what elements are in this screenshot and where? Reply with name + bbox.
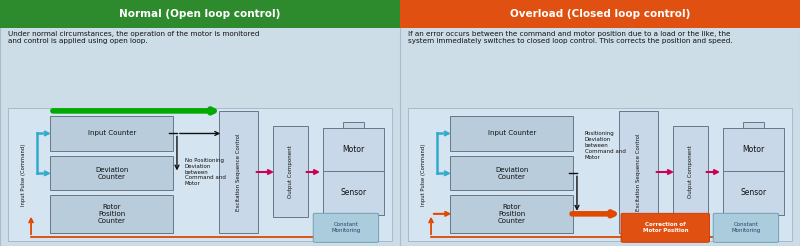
Text: No Positioning
Deviation
between
Command and
Motor: No Positioning Deviation between Command… — [185, 158, 226, 186]
FancyBboxPatch shape — [8, 108, 392, 241]
Text: Constant
Monitoring: Constant Monitoring — [331, 222, 361, 233]
Text: Input Pulse (Command): Input Pulse (Command) — [21, 143, 26, 206]
Text: If an error occurs between the command and motor position due to a load or the l: If an error occurs between the command a… — [408, 31, 733, 44]
Text: Rotor
Position
Counter: Rotor Position Counter — [498, 204, 526, 224]
FancyBboxPatch shape — [273, 126, 308, 217]
Text: Constant
Monitoring: Constant Monitoring — [731, 222, 761, 233]
Text: Output Component: Output Component — [288, 145, 293, 198]
Text: Input Counter: Input Counter — [87, 130, 136, 137]
Text: Normal (Open loop control): Normal (Open loop control) — [119, 9, 281, 19]
Text: Input Counter: Input Counter — [487, 130, 536, 137]
Text: Overload (Closed loop control): Overload (Closed loop control) — [510, 9, 690, 19]
Text: Rotor
Position
Counter: Rotor Position Counter — [98, 204, 126, 224]
FancyBboxPatch shape — [400, 0, 800, 246]
FancyBboxPatch shape — [450, 195, 574, 233]
FancyBboxPatch shape — [0, 0, 400, 28]
Text: Motor: Motor — [742, 145, 765, 154]
FancyBboxPatch shape — [408, 108, 792, 241]
Text: Excitation Sequence Control: Excitation Sequence Control — [636, 133, 641, 211]
FancyBboxPatch shape — [314, 213, 378, 242]
Text: Motor: Motor — [342, 145, 365, 154]
FancyBboxPatch shape — [723, 128, 784, 171]
FancyBboxPatch shape — [323, 171, 384, 215]
FancyBboxPatch shape — [714, 213, 778, 242]
Text: Under normal circumstances, the operation of the motor is monitored
and control : Under normal circumstances, the operatio… — [8, 31, 259, 44]
FancyBboxPatch shape — [219, 111, 258, 233]
FancyBboxPatch shape — [619, 111, 658, 233]
FancyBboxPatch shape — [450, 116, 574, 151]
Text: Input Pulse (Command): Input Pulse (Command) — [421, 143, 426, 206]
Text: Output Component: Output Component — [688, 145, 693, 198]
FancyBboxPatch shape — [743, 122, 764, 128]
FancyBboxPatch shape — [0, 0, 400, 246]
Text: Sensor: Sensor — [741, 188, 766, 198]
FancyBboxPatch shape — [673, 126, 708, 217]
Text: Correction of
Motor Position: Correction of Motor Position — [642, 222, 688, 233]
Text: Sensor: Sensor — [341, 188, 366, 198]
Text: Deviation
Counter: Deviation Counter — [495, 167, 528, 180]
Text: Deviation
Counter: Deviation Counter — [95, 167, 128, 180]
FancyBboxPatch shape — [50, 116, 174, 151]
FancyBboxPatch shape — [50, 156, 174, 190]
FancyBboxPatch shape — [343, 122, 364, 128]
FancyBboxPatch shape — [50, 195, 174, 233]
FancyBboxPatch shape — [450, 156, 574, 190]
FancyBboxPatch shape — [400, 0, 800, 28]
Text: Excitation Sequence Control: Excitation Sequence Control — [236, 133, 241, 211]
Text: Positioning
Deviation
between
Command and
Motor: Positioning Deviation between Command an… — [585, 131, 626, 160]
FancyBboxPatch shape — [621, 213, 710, 242]
FancyBboxPatch shape — [323, 128, 384, 171]
FancyBboxPatch shape — [723, 171, 784, 215]
